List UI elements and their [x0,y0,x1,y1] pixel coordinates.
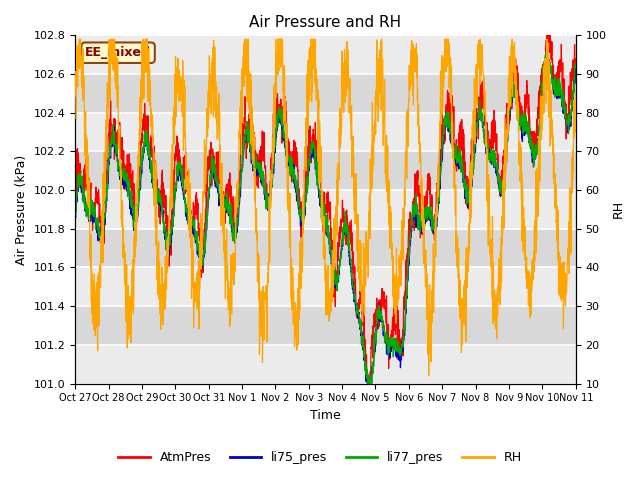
Bar [75,306,576,345]
Y-axis label: RH: RH [612,200,625,218]
Y-axis label: Air Pressure (kPa): Air Pressure (kPa) [15,154,28,264]
Legend: AtmPres, li75_pres, li77_pres, RH: AtmPres, li75_pres, li77_pres, RH [113,446,527,469]
Text: EE_mixed: EE_mixed [85,46,151,59]
Bar [75,151,576,190]
X-axis label: Time: Time [310,409,341,422]
Bar [75,74,576,113]
Title: Air Pressure and RH: Air Pressure and RH [250,15,401,30]
Bar [75,229,576,267]
